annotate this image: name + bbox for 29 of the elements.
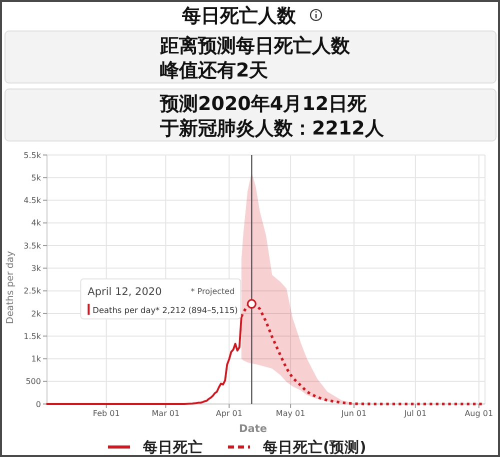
y-tick-label: 0	[36, 400, 41, 409]
annotation: Deaths per day* 2,212 (894–5,115)	[92, 304, 238, 315]
text: 预测2020年4月12日死于新冠肺炎人数：2212人	[159, 93, 385, 140]
x-tick-label: May 01	[276, 409, 306, 418]
y-tick-label: 4k	[31, 218, 42, 228]
chart-title: 每日死亡人数	[181, 5, 297, 27]
y-tick-label: 5.5k	[24, 150, 42, 160]
text: 距离预测每日死亡人数峰值还有2天	[159, 35, 351, 82]
x-tick-label: Apr 01	[216, 409, 242, 418]
x-tick-label: Jun 01	[340, 409, 367, 418]
y-tick-label: 2k	[31, 309, 42, 318]
legend-label: 每日死亡	[142, 438, 203, 456]
x-tick-label: Aug 01	[464, 409, 494, 418]
y-tick-label: 2.5k	[24, 286, 42, 296]
y-tick-label: 4.5k	[24, 196, 42, 206]
y-tick-label: 5k	[31, 173, 42, 182]
y-tick-label: 3.5k	[24, 241, 42, 250]
x-tick-label: Jul 01	[403, 409, 427, 418]
legend-label: 每日死亡(预测)	[262, 438, 366, 456]
y-tick-label: 1.5k	[24, 332, 42, 341]
x-tick-label: Mar 01	[152, 409, 180, 418]
y-tick-label: 1k	[31, 354, 42, 364]
annotation: * Projected	[190, 286, 235, 296]
y-tick-label: 3k	[31, 264, 42, 273]
y-tick-label: 500	[26, 377, 41, 386]
x-tick-label: Feb 01	[92, 409, 120, 418]
annotation: April 12, 2020	[88, 286, 162, 298]
x-axis-title: Date	[239, 423, 267, 435]
y-axis-title: Deaths per day	[5, 250, 16, 324]
